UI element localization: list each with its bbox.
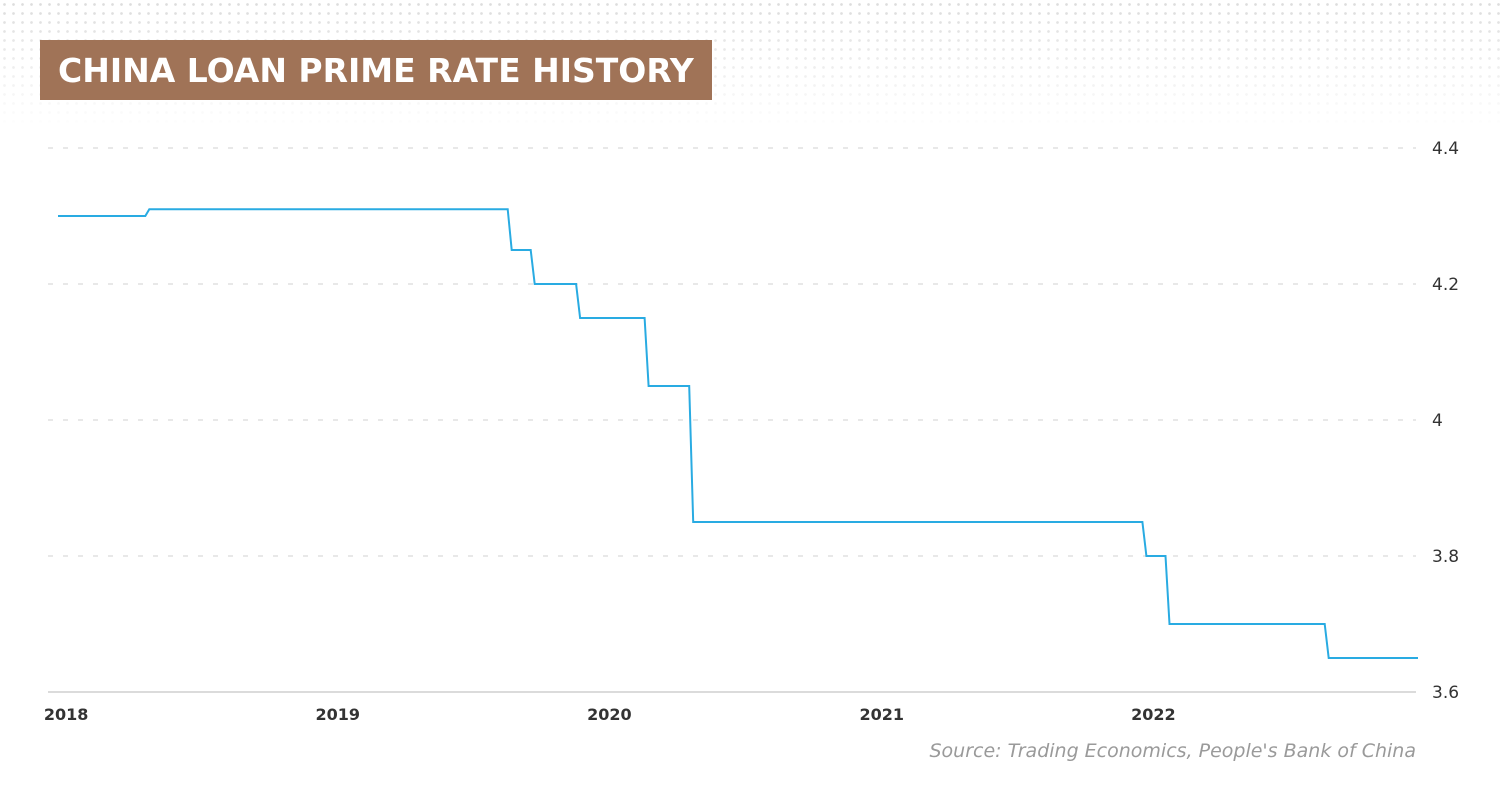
grid-lines <box>48 147 1416 557</box>
series <box>58 208 1418 659</box>
y-axis-ticks: 3.6 3.8 4 4.2 4.4 <box>1432 139 1459 703</box>
y-tick-label: 4.2 <box>1432 275 1459 295</box>
series-line <box>58 208 1418 659</box>
x-tick-label: 2022 <box>1131 705 1176 724</box>
x-tick-label: 2020 <box>587 705 632 724</box>
y-tick-label: 3.8 <box>1432 547 1459 567</box>
y-tick-label: 4.4 <box>1432 139 1459 159</box>
x-tick-label: 2021 <box>859 705 904 724</box>
title-banner: CHINA LOAN PRIME RATE HISTORY <box>40 40 712 100</box>
chart-title: CHINA LOAN PRIME RATE HISTORY <box>58 50 694 90</box>
y-tick-label: 3.6 <box>1432 683 1459 703</box>
y-tick-label: 4 <box>1432 411 1443 431</box>
x-tick-label: 2018 <box>44 705 89 724</box>
x-tick-label: 2019 <box>316 705 361 724</box>
source-note: Source: Trading Economics, People's Bank… <box>929 740 1417 762</box>
x-axis-ticks: 2018 2019 2020 2021 2022 <box>44 705 1176 724</box>
